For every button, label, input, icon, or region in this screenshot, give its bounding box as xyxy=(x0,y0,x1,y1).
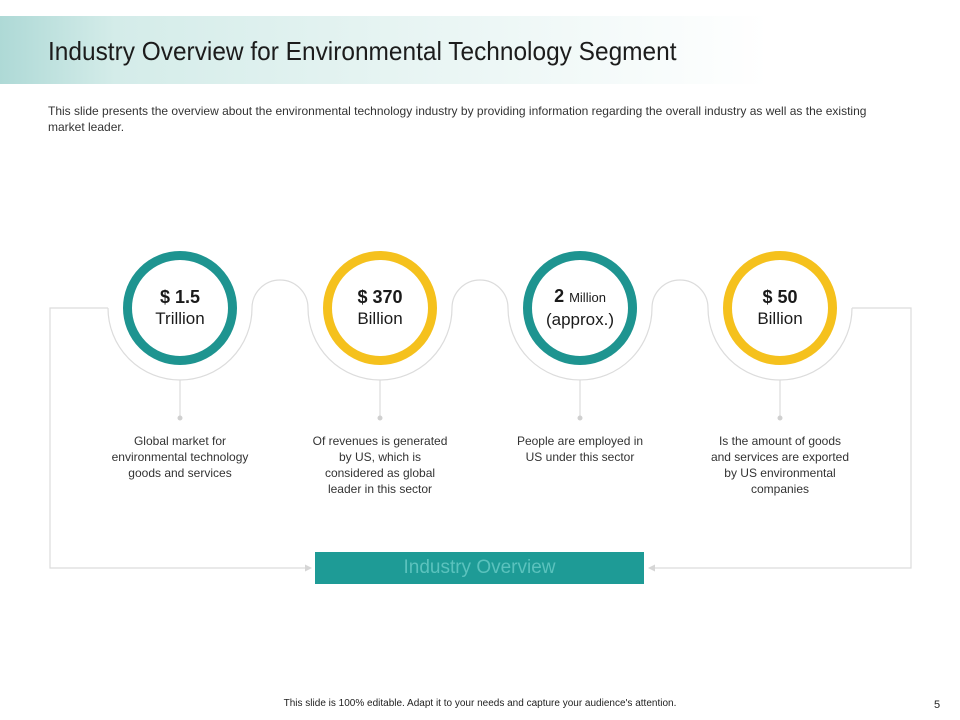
stem-dot-1 xyxy=(177,415,183,421)
stat-circle-2: $ 370 Billion xyxy=(323,251,437,365)
slide-description: This slide presents the overview about t… xyxy=(48,104,867,134)
page-number: 5 xyxy=(934,699,941,711)
bridge-1 xyxy=(251,279,309,309)
stat-unit-3: (approx.) xyxy=(545,310,615,329)
stat-unit-1: Trillion xyxy=(155,309,205,328)
stem-dot-2 xyxy=(377,415,383,421)
stat-caption-4: Is the amount of goods and services are … xyxy=(710,434,850,496)
title-band xyxy=(0,16,960,84)
stat-caption-2: Of revenues is generated by US, which is… xyxy=(312,434,448,496)
stat-circle-1: $ 1.5 Trillion xyxy=(123,251,237,365)
footer-note: This slide is 100% editable. Adapt it to… xyxy=(283,698,677,709)
stat-caption-1: Global market for environmental technolo… xyxy=(111,434,249,480)
stat-value-1: $ 1.5 xyxy=(160,286,200,308)
page-title: Industry Overview for Environmental Tech… xyxy=(48,36,677,66)
stat-circle-4: $ 50 Billion xyxy=(723,251,837,365)
stem-dot-4 xyxy=(777,415,783,421)
stat-value-4: $ 50 xyxy=(762,286,797,308)
stat-unit-2: Billion xyxy=(357,309,403,328)
stat-circle-3: 2 Million (approx.) xyxy=(523,251,637,365)
arrow-right-icon xyxy=(305,564,312,572)
stat-value-main-3: 2 xyxy=(554,286,565,306)
stat-caption-3: People are employed in US under this sec… xyxy=(516,434,644,464)
left-bracket-line xyxy=(49,307,310,569)
stat-value-2: $ 370 xyxy=(357,286,402,308)
stat-value-main-1: $ 1.5 xyxy=(159,287,201,307)
right-bracket-line xyxy=(650,307,912,569)
bridge-2 xyxy=(451,279,509,309)
bridge-3 xyxy=(651,279,709,309)
stat-value-main-4: $ 50 xyxy=(762,287,798,307)
stat-value-3: 2 Million xyxy=(554,285,606,309)
stat-value-small-3: Million xyxy=(569,290,606,305)
arrow-left-icon xyxy=(648,564,655,572)
industry-overview-button[interactable]: Industry Overview xyxy=(315,552,644,584)
stat-value-main-2: $ 370 xyxy=(357,287,403,307)
stat-unit-4: Billion xyxy=(757,309,803,328)
stem-dot-3 xyxy=(577,415,583,421)
